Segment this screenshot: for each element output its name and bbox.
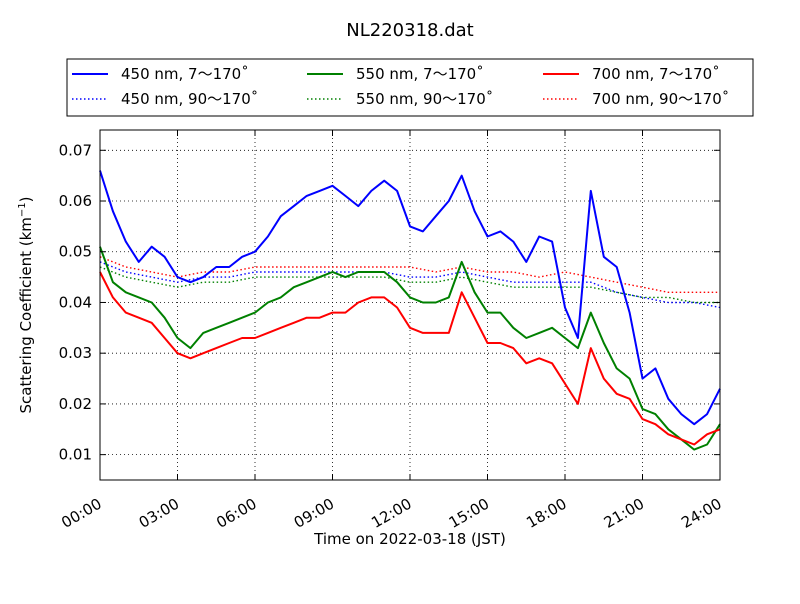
y-axis-label-main: Scattering Coefficient (km (17, 217, 35, 413)
x-tick-labels: 00:00 03:00 06:00 09:00 12:00 15:00 18:00 21:00… (58, 495, 724, 532)
legend-label: 550 nm, 7～170˚ (356, 65, 484, 83)
x-tick-label: 18:00 (523, 495, 569, 532)
legend-label: 450 nm, 7～170˚ (121, 65, 249, 83)
x-tick-label: 09:00 (291, 495, 337, 532)
series-line-1 (99, 246, 721, 451)
y-tick-label: 0.06 (59, 192, 92, 210)
axis-ticks (99, 130, 721, 480)
y-tick-label: 0.05 (59, 243, 92, 261)
series-line-3 (99, 261, 721, 309)
y-tick-label: 0.02 (59, 395, 92, 413)
series-line-0 (99, 170, 721, 426)
y-axis-label-close: ) (17, 196, 35, 202)
y-tick-label: 0.07 (59, 141, 92, 159)
series-layer (99, 170, 721, 451)
series-line-2 (99, 271, 721, 446)
x-tick-label: 24:00 (678, 495, 724, 532)
legend-label: 700 nm, 7～170˚ (592, 65, 720, 83)
x-tick-label: 12:00 (368, 495, 414, 532)
x-tick-label: 21:00 (601, 495, 647, 532)
y-tick-labels: 0.01 0.02 0.03 0.04 0.05 0.06 0.07 (59, 141, 92, 463)
legend-label: 450 nm, 90～170˚ (121, 90, 258, 108)
legend-items: 450 nm, 7～170˚ 550 nm, 7～170˚ 700 nm, 7～17… (72, 65, 729, 108)
y-axis-label: Scattering Coefficient (km−1) (17, 196, 35, 413)
grid-lines (100, 130, 720, 480)
x-tick-label: 00:00 (58, 495, 104, 532)
y-tick-label: 0.03 (59, 344, 92, 362)
y-axis-label-superscript: −1 (17, 202, 28, 217)
chart-title: NL220318.dat (346, 20, 473, 41)
x-axis-label: Time on 2022-03-18 (JST) (313, 530, 506, 548)
series-line-5 (99, 256, 720, 293)
legend-label: 700 nm, 90～170˚ (592, 90, 729, 108)
x-tick-label: 06:00 (213, 495, 259, 532)
legend-label: 550 nm, 90～170˚ (356, 90, 493, 108)
legend-frame (66, 58, 754, 117)
y-tick-label: 0.01 (59, 446, 92, 464)
y-tick-label: 0.04 (59, 293, 92, 311)
x-tick-label: 15:00 (446, 495, 492, 532)
legend: 450 nm, 7～170˚ 550 nm, 7～170˚ 700 nm, 7～17… (66, 58, 754, 117)
x-tick-label: 03:00 (136, 495, 182, 532)
